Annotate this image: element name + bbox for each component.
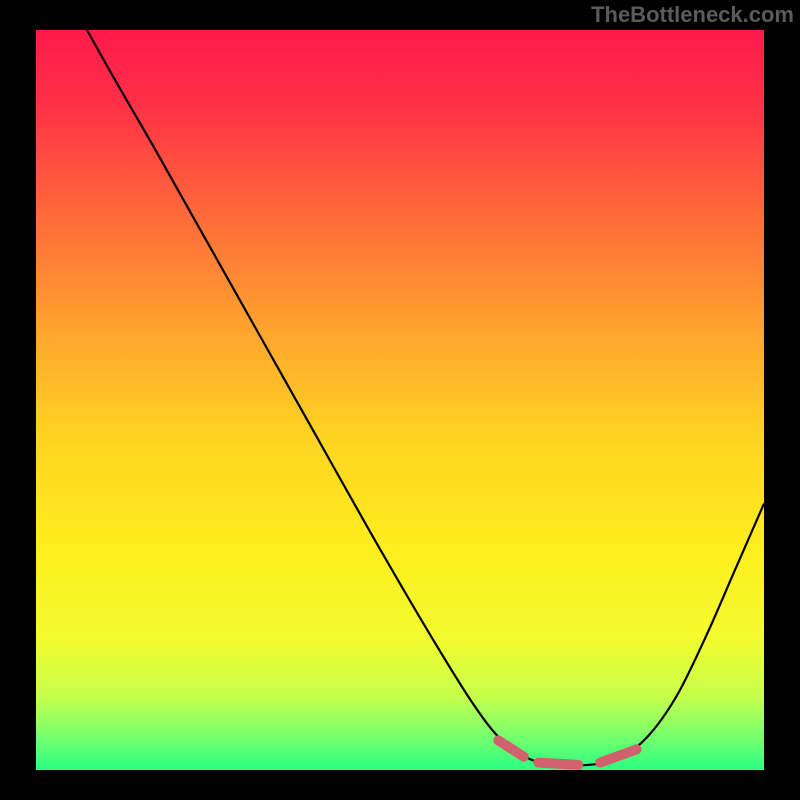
chart-svg: [0, 0, 800, 800]
plot-area: [0, 0, 800, 800]
heatmap-background: [36, 30, 764, 770]
watermark-text: TheBottleneck.com: [591, 2, 794, 28]
highlight-segment: [538, 763, 578, 765]
chart-container: TheBottleneck.com: [0, 0, 800, 800]
